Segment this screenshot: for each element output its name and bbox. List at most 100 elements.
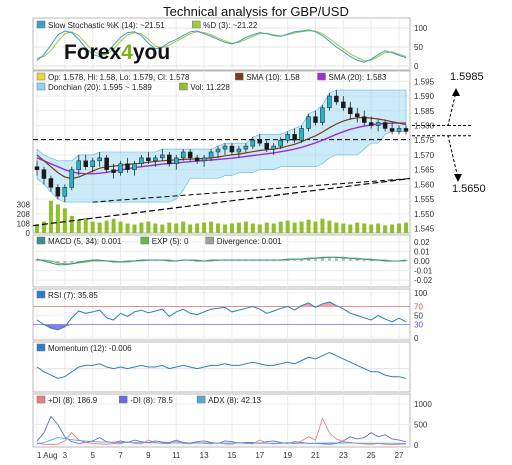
price-target-annotations: 1.5985 1.5650	[412, 71, 486, 195]
x-tick-label: 21	[311, 451, 320, 460]
volume-bar	[222, 224, 227, 233]
macd-divergence-bar	[188, 260, 192, 261]
volume-bar	[327, 220, 332, 233]
candle-body	[160, 154, 165, 159]
candle-body	[264, 142, 270, 150]
macd-divergence-bar	[119, 261, 123, 262]
price-legend-label: SMA (20): 1.583	[329, 73, 387, 82]
svg-text:Forex4you: Forex4you	[64, 41, 170, 64]
dmi-legend-label: ADX (8): 42.13	[208, 396, 261, 405]
volume-bar	[341, 223, 346, 233]
rsi-panel-frame	[32, 288, 411, 341]
price-tick-label: 1.560	[414, 180, 435, 189]
volume-bar	[167, 222, 172, 233]
upper-target-label: 1.5985	[450, 71, 484, 83]
macd-divergence-bar	[160, 260, 164, 261]
candle-body	[313, 116, 318, 123]
macd-tick-label: 0.01	[414, 247, 430, 256]
volume-bar	[139, 222, 144, 233]
volume-tick-label: 208	[17, 210, 31, 219]
macd-legend-swatch	[140, 236, 149, 245]
macd-legend-label: EXP (5): 0	[152, 237, 189, 246]
volume-bar	[264, 222, 269, 233]
stochastic-panel-frame	[32, 17, 411, 71]
lower-trend-line	[32, 177, 411, 227]
candle-body	[403, 128, 409, 132]
candle-body	[229, 145, 235, 153]
macd-divergence-bar	[272, 260, 276, 261]
volume-bar	[250, 223, 255, 233]
price-legend-label: Vol: 11.228	[190, 83, 230, 92]
volume-bar	[271, 223, 276, 233]
volume-tick-label: 108	[17, 220, 31, 229]
candle-body	[327, 95, 332, 109]
volume-bar	[83, 217, 88, 233]
price-tick-label: 1.585	[414, 107, 435, 116]
volume-bar	[369, 224, 374, 233]
macd-divergence-bar	[341, 258, 345, 261]
macd-tick-label: 0.00	[414, 257, 430, 266]
price-legend-label: Op: 1.578, Hi: 1.58, Lo: 1.579, Cl: 1.57…	[48, 73, 190, 82]
candle-body	[361, 116, 367, 123]
macd-legend-swatch	[36, 236, 46, 245]
volume-bar	[299, 221, 304, 233]
volume-bar	[236, 222, 241, 233]
upper-arrow-head	[452, 88, 460, 96]
macd-divergence-bar	[258, 260, 262, 261]
macd-divergence-bar	[369, 260, 373, 261]
volume-bar	[390, 224, 395, 233]
candle-body	[118, 163, 123, 173]
price-tick-label: 1.570	[414, 151, 435, 160]
volume-bar	[76, 219, 81, 233]
x-tick-label: 23	[339, 451, 348, 460]
logo-text-4: 4	[121, 41, 133, 64]
macd-divergence-bar	[265, 260, 269, 261]
macd-divergence-bar	[251, 260, 255, 261]
volume-bar	[188, 224, 193, 233]
volume-bar	[376, 223, 381, 233]
price-tick-label: 1.575	[414, 136, 435, 145]
macd-divergence-bar	[279, 260, 283, 261]
dmi-legend-swatch	[118, 395, 128, 404]
volume-bar	[348, 224, 353, 233]
candle-body	[62, 187, 68, 197]
candle-body	[48, 178, 54, 188]
rsi-legend-label: RSI (7): 35.85	[48, 291, 98, 300]
price-legend-swatch	[36, 72, 46, 81]
candle-body	[299, 128, 304, 141]
macd-divergence-bar	[355, 259, 359, 261]
price-tick-label: 1.590	[414, 92, 435, 101]
rsi-overbought-fill	[315, 303, 323, 307]
candle-body	[90, 160, 95, 167]
candle-body	[201, 157, 207, 162]
candle-body	[389, 128, 395, 132]
volume-bar	[41, 221, 46, 233]
candle-body	[306, 116, 311, 129]
macd-divergence-bar	[362, 259, 366, 261]
rsi-overbought-fill	[322, 302, 330, 307]
volume-bar	[334, 222, 339, 233]
volume-bar	[55, 204, 60, 233]
volume-bar	[125, 223, 130, 233]
macd-tick-label: -0.02	[414, 276, 433, 285]
candle-body	[132, 163, 137, 170]
stochastic-legend-swatch	[192, 20, 201, 29]
macd-divergence-bar	[334, 257, 338, 261]
macd-legend-swatch	[205, 236, 214, 245]
candle-body	[69, 169, 75, 188]
candle-body	[187, 151, 193, 159]
support-trend-line	[92, 178, 411, 203]
macd-divergence-bar	[63, 261, 67, 265]
candle-body	[139, 157, 144, 165]
candle-body	[285, 134, 290, 141]
volume-bar	[320, 218, 325, 233]
rsi-tick-label: 0	[414, 334, 419, 343]
candle-body	[104, 157, 109, 170]
candle-body	[34, 166, 40, 170]
stochastic-tick-label: 0	[414, 62, 419, 71]
price-tick-label: 1.565	[414, 166, 435, 175]
volume-bar	[292, 222, 297, 233]
x-tick-label: 15	[227, 451, 236, 460]
dmi-tick-label: 500	[414, 421, 428, 430]
candle-body	[355, 113, 360, 117]
